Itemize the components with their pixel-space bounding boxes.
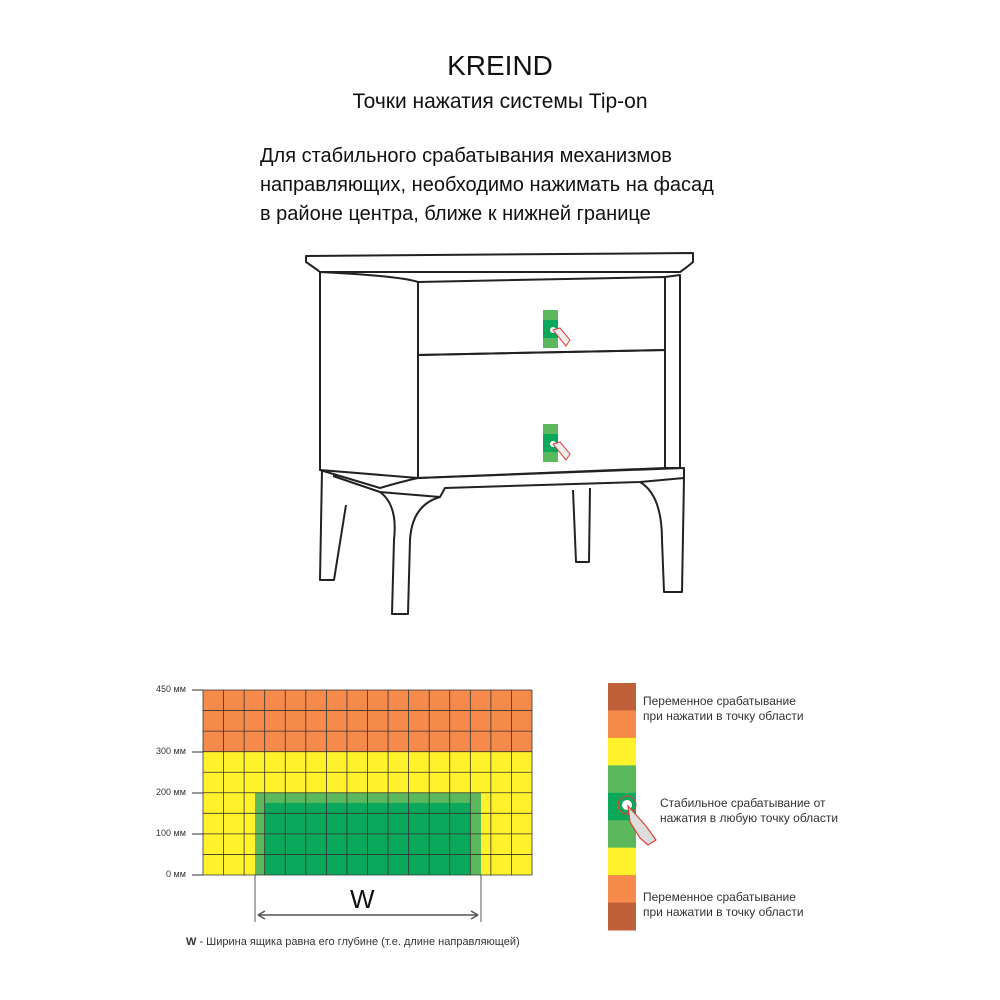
footnote-text: - Ширина ящика равна его глубине (т.е. д… [196, 936, 520, 948]
legend-text: Переменное срабатывание [643, 890, 796, 904]
footnote: W - Ширина ящика равна его глубине (т.е.… [186, 936, 520, 948]
legend-text: при нажатии в точку области [643, 709, 804, 723]
leg-right [639, 477, 685, 593]
legend-text: при нажатии в точку области [643, 905, 804, 919]
legend-swatch [608, 847, 636, 876]
tick-label-0: 0 мм [166, 869, 186, 879]
legend-swatch [608, 765, 636, 794]
tick-label-450: 450 мм [156, 684, 186, 694]
legend-variable-bottom: Переменное срабатывание при нажатии в то… [643, 890, 804, 920]
tabletop [305, 252, 694, 273]
description-line: в районе центра, ближе к нижней границе [260, 203, 651, 225]
footnote-symbol: W [186, 936, 197, 948]
brand-title: KREIND [447, 50, 553, 81]
description-line: Для стабильного срабатывания механизмов [260, 145, 672, 167]
legend-swatch [608, 875, 636, 904]
legend-text: нажатия в любую точку области [660, 811, 839, 825]
legend-stable: Стабильное срабатывание от нажатия в люб… [660, 796, 838, 826]
tick-label-100: 100 мм [156, 828, 186, 838]
legend-text: Стабильное срабатывание от [660, 796, 826, 810]
legend-swatch [608, 737, 636, 766]
tick-label-300: 300 мм [156, 746, 186, 756]
width-label: W [350, 884, 375, 914]
legend-swatch [608, 683, 636, 711]
description-line: направляющих, необходимо нажимать на фас… [260, 174, 714, 196]
leg-back [572, 487, 591, 563]
press-ring-icon [617, 795, 637, 815]
press-marker-top [543, 310, 571, 348]
arrow-head [257, 910, 479, 920]
press-marker-bottom [543, 424, 571, 462]
leg-front-left [319, 469, 347, 581]
legend-swatch [608, 902, 636, 931]
leg-front-middle [379, 491, 441, 615]
legend-variable-top: Переменное срабатывание при нажатии в то… [643, 694, 804, 724]
tick-label-200: 200 мм [156, 787, 186, 797]
subtitle: Точки нажатия системы Tip-on [352, 90, 648, 113]
legend-swatch [608, 710, 636, 739]
legend-text: Переменное срабатывание [643, 694, 796, 708]
hand-pointer-icon [627, 804, 657, 846]
